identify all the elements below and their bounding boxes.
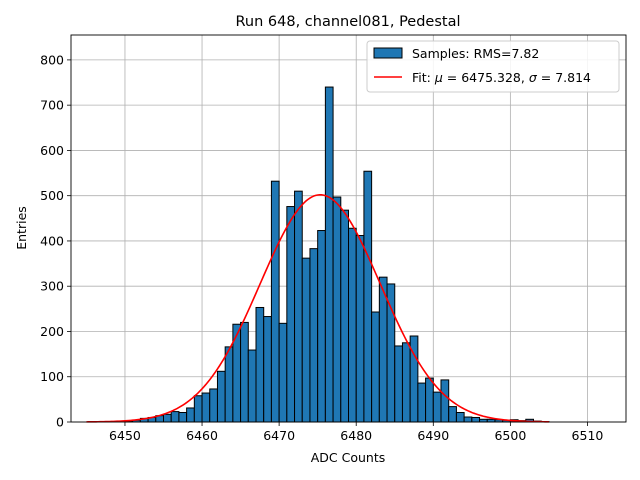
- x-tick-label: 6450: [109, 428, 141, 443]
- y-axis-label: Entries: [14, 206, 29, 250]
- histogram-bar: [355, 235, 365, 423]
- histogram-bar: [163, 413, 172, 423]
- x-tick-label: 6480: [340, 428, 372, 443]
- histogram-bar: [255, 306, 265, 423]
- histogram-bar: [425, 377, 434, 423]
- histogram-bar: [216, 370, 226, 423]
- x-axis-ticks: 6450 6460 6470 6480 6490 6500 6510: [109, 422, 603, 443]
- histogram-bar: [440, 379, 450, 423]
- histogram-bar: [471, 416, 481, 423]
- x-tick-label: 6460: [186, 428, 218, 443]
- histogram-bar: [240, 321, 249, 423]
- histogram-bar: [378, 276, 388, 423]
- histogram-bar: [394, 345, 403, 423]
- histogram-bar: [286, 206, 296, 423]
- y-tick-label: 100: [40, 369, 64, 384]
- fit-curve: [86, 193, 549, 423]
- histogram-bar: [224, 346, 234, 423]
- histogram-bar: [209, 388, 218, 423]
- legend-mu-symbol: μ: [434, 70, 443, 85]
- histogram-bar: [448, 406, 457, 423]
- histogram-bar: [332, 196, 342, 423]
- y-tick-label: 600: [40, 143, 64, 158]
- histogram-bar: [201, 392, 211, 423]
- histogram-bar: [417, 382, 427, 423]
- histogram-bar: [309, 248, 319, 423]
- histogram-bar: [324, 86, 334, 423]
- legend-fit-label: Fit: μ = 6475.328, σ = 7.814: [412, 70, 591, 85]
- x-tick-label: 6500: [494, 428, 526, 443]
- legend-samples-label: Samples: RMS=7.82: [412, 46, 539, 61]
- y-tick-label: 400: [40, 233, 64, 248]
- histogram-bar: [270, 180, 280, 423]
- legend: Samples: RMS=7.82 Fit: μ = 6475.328, σ =…: [366, 40, 620, 93]
- legend-fit-prefix: Fit:: [412, 70, 435, 85]
- histogram-bar: [455, 411, 465, 423]
- y-tick-label: 0: [56, 415, 64, 430]
- histogram-bar: [193, 395, 203, 423]
- legend-mu-equals: =: [443, 70, 461, 85]
- legend-sigma-equals: =: [537, 70, 555, 85]
- histogram-bar: [247, 349, 257, 423]
- histogram-bar: [178, 411, 188, 423]
- y-tick-label: 800: [40, 52, 64, 67]
- histogram-bar: [463, 416, 473, 423]
- histogram-bar: [348, 227, 357, 423]
- histogram-bars: [124, 86, 550, 423]
- histogram-bar: [301, 257, 311, 423]
- y-axis-ticks: 0 100 200 300 400 500 600 700 800: [40, 52, 71, 430]
- plot-frame: [70, 34, 627, 423]
- histogram-bar: [386, 283, 396, 423]
- legend-bar-swatch: [373, 47, 403, 59]
- histogram-bar: [317, 230, 326, 423]
- histogram-bar: [170, 411, 180, 423]
- y-tick-label: 300: [40, 279, 64, 294]
- legend-sigma-symbol: σ: [529, 70, 538, 85]
- x-tick-label: 6490: [417, 428, 449, 443]
- histogram-bar: [278, 322, 288, 423]
- y-tick-label: 500: [40, 188, 64, 203]
- x-tick-label: 6470: [263, 428, 295, 443]
- legend-mu-value: 6475.328: [461, 70, 521, 85]
- x-axis-label: ADC Counts: [311, 450, 386, 465]
- histogram-bar: [432, 391, 442, 423]
- legend-sigma-value: 7.814: [555, 70, 591, 85]
- histogram-bar: [401, 342, 411, 423]
- x-tick-label: 6510: [572, 428, 604, 443]
- histogram-bar: [340, 209, 349, 423]
- y-tick-label: 700: [40, 98, 64, 113]
- chart-title: Run 648, channel081, Pedestal: [235, 14, 460, 30]
- histogram-bar: [263, 316, 272, 423]
- histogram-bar: [294, 190, 303, 423]
- fit-curve-group: [86, 193, 549, 423]
- histogram-bar: [186, 407, 195, 423]
- legend-box: [366, 40, 620, 93]
- y-tick-label: 200: [40, 324, 64, 339]
- histogram-bar: [371, 311, 380, 423]
- grid: [71, 35, 626, 423]
- legend-separator: ,: [521, 70, 529, 85]
- histogram-bar: [363, 170, 373, 423]
